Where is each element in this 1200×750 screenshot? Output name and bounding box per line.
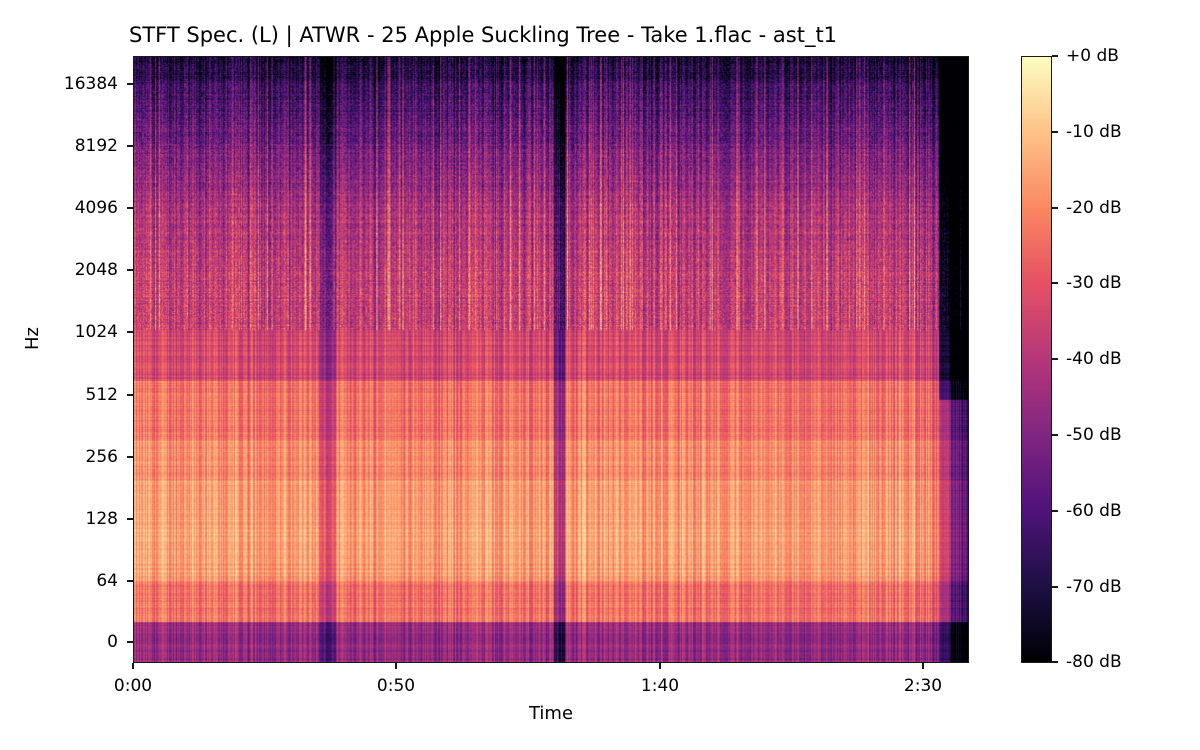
x-tick-label: 0:00 <box>113 676 153 696</box>
y-tick-mark <box>127 580 133 582</box>
y-tick-label: 8192 <box>74 136 118 156</box>
colorbar <box>1021 56 1052 663</box>
chart-title-text: STFT Spec. (L) | ATWR - 25 Apple Sucklin… <box>129 23 838 47</box>
y-tick-label: 0 <box>107 632 118 652</box>
colorbar-tick-mark <box>1052 661 1058 663</box>
colorbar-tick-label: -10 dB <box>1066 122 1122 142</box>
colorbar-tick-mark <box>1052 282 1058 284</box>
colorbar-tick-label: -50 dB <box>1066 425 1122 445</box>
colorbar-tick-mark <box>1052 207 1058 209</box>
y-tick-label: 1024 <box>74 322 118 342</box>
y-tick-mark <box>127 456 133 458</box>
y-tick-label: 4096 <box>74 198 118 218</box>
colorbar-tick-mark <box>1052 358 1058 360</box>
y-tick-label: 2048 <box>74 260 118 280</box>
x-axis-label: Time <box>528 703 574 724</box>
y-tick-mark <box>127 331 133 333</box>
colorbar-tick-label: -60 dB <box>1066 501 1122 521</box>
x-tick-mark <box>922 663 924 669</box>
y-axis-label: Hz <box>22 327 43 350</box>
y-tick-label: 128 <box>85 509 118 529</box>
y-tick-mark <box>127 207 133 209</box>
colorbar-tick-label: +0 dB <box>1066 46 1119 66</box>
colorbar-tick-mark <box>1052 510 1058 512</box>
y-tick-mark <box>127 641 133 643</box>
colorbar-tick-label: -70 dB <box>1066 577 1122 597</box>
y-tick-mark <box>127 145 133 147</box>
y-tick-mark <box>127 394 133 396</box>
colorbar-tick-mark <box>1052 434 1058 436</box>
y-tick-label: 64 <box>96 571 118 591</box>
y-tick-mark <box>127 269 133 271</box>
x-tick-mark <box>659 663 661 669</box>
y-tick-label: 256 <box>85 447 118 467</box>
colorbar-tick-label: -80 dB <box>1066 652 1122 672</box>
colorbar-tick-label: -20 dB <box>1066 198 1122 218</box>
y-tick-label: 16384 <box>63 74 118 94</box>
y-tick-label: 512 <box>85 385 118 405</box>
y-tick-mark <box>127 83 133 85</box>
colorbar-tick-label: -30 dB <box>1066 273 1122 293</box>
colorbar-tick-mark <box>1052 131 1058 133</box>
x-tick-label: 0:50 <box>376 676 416 696</box>
colorbar-tick-mark <box>1052 55 1058 57</box>
y-tick-mark <box>127 518 133 520</box>
spectrogram-plot-area <box>133 56 969 663</box>
spectrogram-heatmap <box>134 57 968 662</box>
x-tick-label: 2:30 <box>903 676 943 696</box>
colorbar-tick-label: -40 dB <box>1066 349 1122 369</box>
x-tick-label: 1:40 <box>640 676 680 696</box>
x-tick-mark <box>132 663 134 669</box>
colorbar-tick-mark <box>1052 586 1058 588</box>
x-tick-mark <box>395 663 397 669</box>
